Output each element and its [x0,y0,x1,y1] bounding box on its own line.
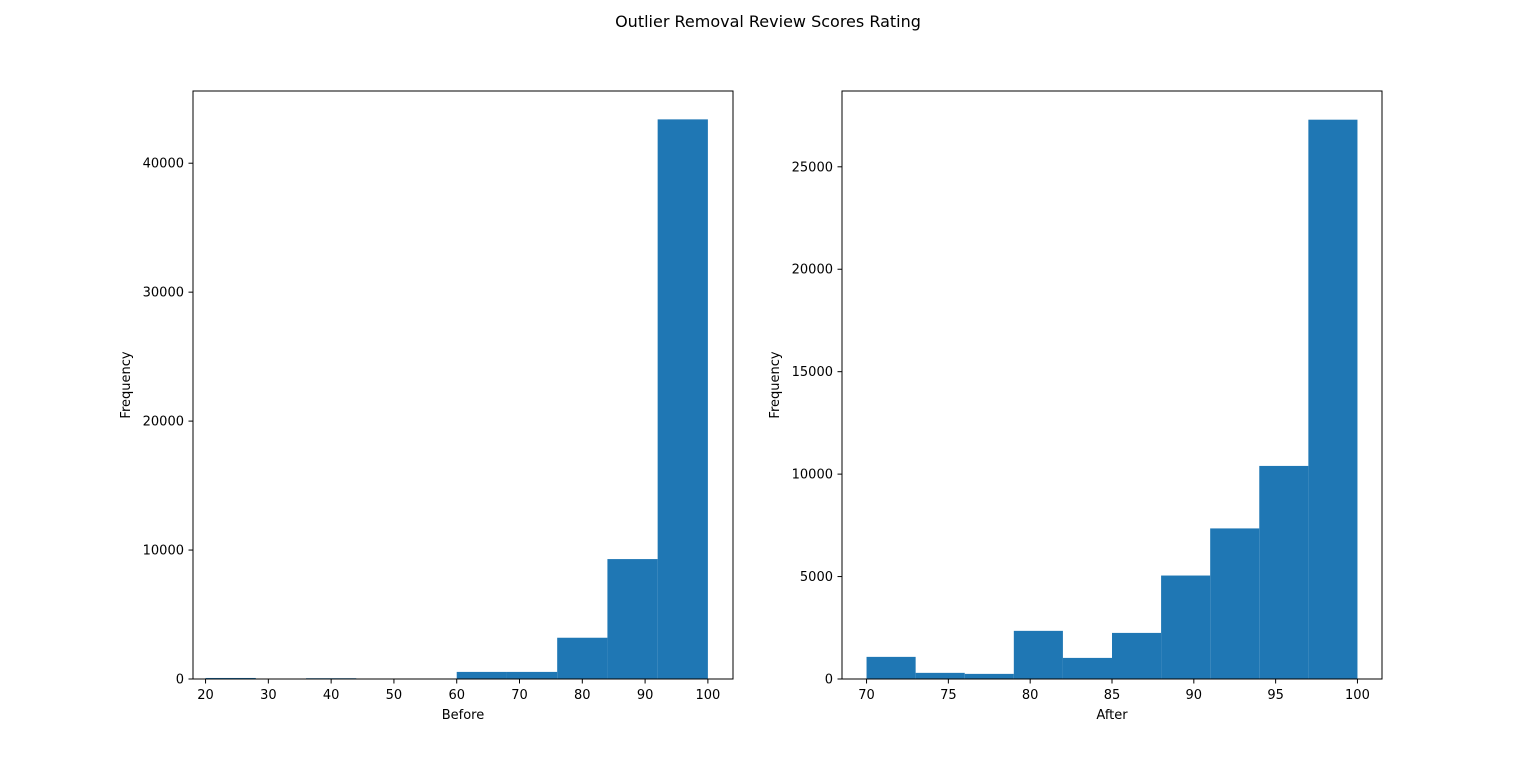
x-tick-label: 30 [260,688,277,703]
y-tick-label: 25000 [792,160,833,175]
histogram-bar [1112,633,1161,679]
y-tick-label: 40000 [143,157,184,172]
histogram-bar [1259,466,1308,679]
y-tick-label: 5000 [800,570,833,585]
y-tick-label: 10000 [792,468,833,483]
x-tick-label: 95 [1267,688,1284,703]
histogram-bar [965,674,1014,679]
histogram-bar [1210,528,1259,679]
histogram-bar [1063,658,1112,679]
x-tick-label: 60 [448,688,465,703]
x-tick-label: 100 [1345,688,1370,703]
x-tick-label: 80 [1022,688,1039,703]
x-axis-label: After [1096,708,1128,723]
x-tick-label: 70 [858,688,875,703]
histogram-bar [867,657,916,679]
histogram-bar [1308,120,1357,679]
histogram-bar [557,638,607,679]
y-tick-label: 15000 [792,365,833,380]
histogram-before: 20 30 40 50 60 70 80 90 100 0 10000 20000 30000 40000… [119,91,733,723]
y-axis-label: Frequency [768,351,783,418]
y-tick-label: 0 [176,673,184,688]
histogram-bar [457,672,507,679]
figure-title: Outlier Removal Review Scores Rating [0,12,1536,31]
histogram-bar [1161,576,1210,679]
y-tick-label: 10000 [143,544,184,559]
histogram-bar [916,673,965,679]
x-tick-label: 50 [386,688,403,703]
histogram-bar [658,119,708,679]
x-tick-label: 80 [574,688,591,703]
x-tick-label: 70 [511,688,528,703]
histogram-after: 70 75 80 85 90 95 100 0 5000 10000 15000 20000 25000… [768,91,1382,723]
x-tick-label: 75 [940,688,957,703]
histogram-bar [507,672,557,679]
x-tick-label: 90 [1186,688,1203,703]
y-tick-label: 0 [825,673,833,688]
x-tick-label: 85 [1104,688,1121,703]
histogram-bar [1014,631,1063,679]
y-tick-label: 30000 [143,286,184,301]
y-axis-label: Frequency [119,351,134,418]
x-tick-label: 20 [197,688,214,703]
y-tick-label: 20000 [143,415,184,430]
x-tick-label: 100 [695,688,720,703]
x-axis-label: Before [442,708,485,723]
histogram-bar [607,559,657,679]
x-tick-label: 90 [637,688,654,703]
x-tick-label: 40 [323,688,340,703]
y-tick-label: 20000 [792,263,833,278]
